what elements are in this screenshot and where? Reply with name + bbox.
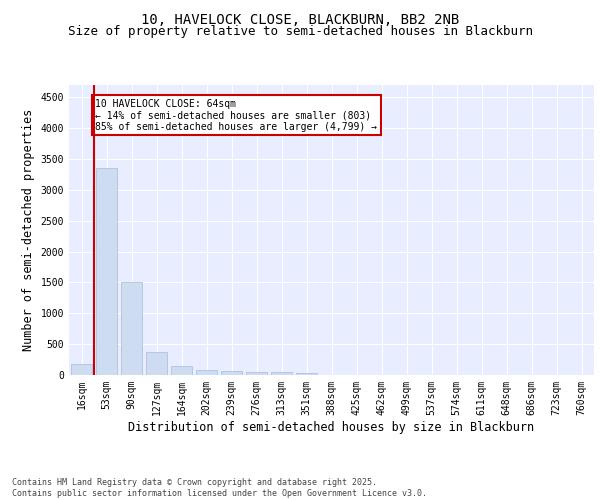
Bar <box>296 373 317 375</box>
Text: Size of property relative to semi-detached houses in Blackburn: Size of property relative to semi-detach… <box>67 25 533 38</box>
Bar <box>221 372 242 375</box>
Bar <box>96 168 117 375</box>
Bar <box>171 366 192 375</box>
Bar <box>271 372 292 375</box>
Text: 10 HAVELOCK CLOSE: 64sqm
← 14% of semi-detached houses are smaller (803)
85% of : 10 HAVELOCK CLOSE: 64sqm ← 14% of semi-d… <box>95 98 377 132</box>
Bar <box>121 282 142 375</box>
Text: Contains HM Land Registry data © Crown copyright and database right 2025.
Contai: Contains HM Land Registry data © Crown c… <box>12 478 427 498</box>
Y-axis label: Number of semi-detached properties: Number of semi-detached properties <box>22 109 35 351</box>
Text: 10, HAVELOCK CLOSE, BLACKBURN, BB2 2NB: 10, HAVELOCK CLOSE, BLACKBURN, BB2 2NB <box>141 12 459 26</box>
Bar <box>196 370 217 375</box>
X-axis label: Distribution of semi-detached houses by size in Blackburn: Distribution of semi-detached houses by … <box>128 420 535 434</box>
Bar <box>246 372 267 375</box>
Bar <box>71 364 92 375</box>
Bar <box>146 352 167 375</box>
